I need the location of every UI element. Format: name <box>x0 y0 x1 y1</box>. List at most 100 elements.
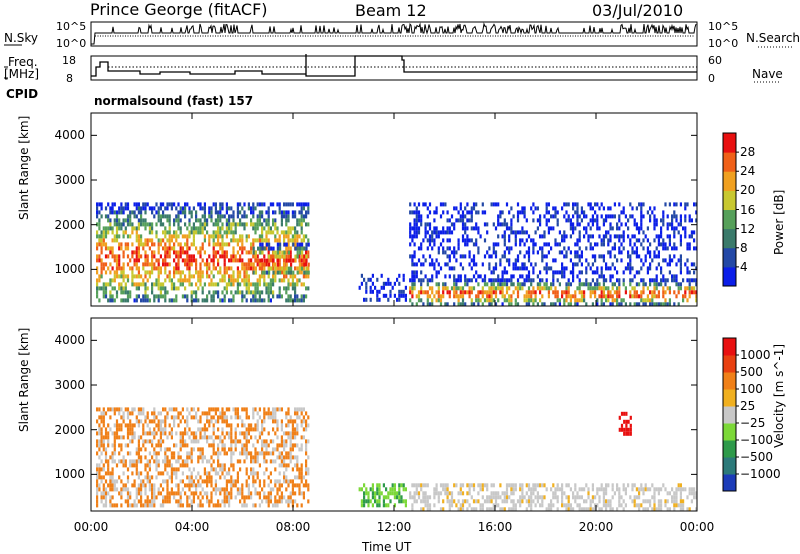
velocity-cell <box>638 495 641 500</box>
power-cell <box>468 294 471 299</box>
power-cell <box>525 294 528 299</box>
velocity-cell <box>387 491 390 496</box>
velocity-cell <box>274 411 277 416</box>
velocity-cell <box>671 495 674 500</box>
velocity-cell <box>197 447 200 452</box>
velocity-cell <box>221 411 224 416</box>
power-cell <box>166 202 169 207</box>
velocity-cell <box>622 483 625 488</box>
velocity-cell <box>236 423 239 428</box>
power-cell <box>510 246 513 251</box>
power-cell <box>525 230 528 235</box>
power-cell <box>252 242 255 247</box>
velocity-cell <box>446 491 449 496</box>
power-cell <box>673 230 676 235</box>
power-cell <box>547 210 550 215</box>
power-cell <box>539 290 542 295</box>
velocity-cell <box>102 463 105 468</box>
power-cell <box>300 214 303 219</box>
velocity-cell <box>181 487 184 492</box>
power-cell <box>245 222 248 227</box>
velocity-cell <box>285 439 288 444</box>
power-cell <box>461 210 465 215</box>
power-cell <box>250 290 253 295</box>
power-cell <box>199 282 202 287</box>
power-cell <box>475 298 478 303</box>
power-cell <box>164 214 167 219</box>
power-cell <box>439 242 443 247</box>
power-cell <box>398 281 401 286</box>
velocity-cell <box>666 491 669 496</box>
power-cell <box>525 238 528 243</box>
power-cell <box>602 206 605 211</box>
power-cell <box>192 258 195 263</box>
velocity-cell <box>479 483 482 488</box>
velocity-cell <box>195 411 198 416</box>
power-cell <box>668 222 671 227</box>
power-cell <box>638 270 641 275</box>
power-cell <box>102 234 105 239</box>
power-cell <box>122 234 125 239</box>
velocity-cell <box>179 455 182 460</box>
power-cell <box>521 274 524 279</box>
power-cell <box>649 262 652 267</box>
velocity-cell <box>609 499 612 504</box>
power-cell <box>221 234 224 239</box>
power-cell <box>243 202 246 207</box>
power-cell <box>305 262 308 267</box>
velocity-cell <box>278 407 281 412</box>
power-cell <box>545 286 548 291</box>
power-cell <box>554 302 557 307</box>
velocity-cell <box>285 487 288 492</box>
power-cell <box>166 262 169 267</box>
power-cell <box>413 262 416 267</box>
velocity-cell <box>214 435 217 440</box>
velocity-cell <box>115 419 119 424</box>
velocity-cell <box>519 499 522 504</box>
velocity-cell <box>254 435 257 440</box>
power-cell <box>675 282 678 287</box>
velocity-cell <box>508 507 511 512</box>
power-cell <box>435 282 438 287</box>
power-cell <box>280 218 283 223</box>
power-cell <box>301 266 304 271</box>
velocity-cell <box>252 407 255 412</box>
power-cell <box>633 302 636 307</box>
power-cell <box>144 250 147 255</box>
power-cell <box>611 298 614 303</box>
power-cell <box>439 298 443 303</box>
velocity-cell <box>243 407 246 412</box>
velocity-cell <box>519 483 522 488</box>
velocity-cell <box>221 419 224 424</box>
velocity-cell <box>651 483 654 488</box>
power-cell <box>497 222 500 227</box>
velocity-cell <box>285 431 288 436</box>
velocity-cell <box>300 411 303 416</box>
velocity-cell <box>289 491 292 496</box>
power-cell <box>618 202 621 207</box>
power-cell <box>521 266 524 271</box>
power-cell <box>642 278 645 283</box>
power-cell <box>514 258 517 263</box>
velocity-cell <box>113 483 116 488</box>
velocity-cell <box>199 435 202 440</box>
power-cell <box>287 218 290 223</box>
power-cell <box>530 282 533 287</box>
power-cell <box>618 246 621 251</box>
power-cell <box>587 286 590 291</box>
power-cell <box>100 270 103 275</box>
power-cell <box>179 250 182 255</box>
power-cell <box>192 298 195 303</box>
power-cell <box>468 254 471 259</box>
power-cell <box>620 298 623 303</box>
power-cell <box>393 293 396 298</box>
power-cell <box>646 238 649 243</box>
velocity-cell <box>102 503 105 508</box>
velocity-cell <box>100 435 103 440</box>
velocity-cell <box>547 503 550 508</box>
velocity-cell <box>660 503 663 508</box>
power-cell <box>292 242 295 247</box>
power-cell <box>173 270 176 275</box>
power-cell <box>170 246 173 251</box>
x-tick-label: 00:00 <box>73 520 109 534</box>
